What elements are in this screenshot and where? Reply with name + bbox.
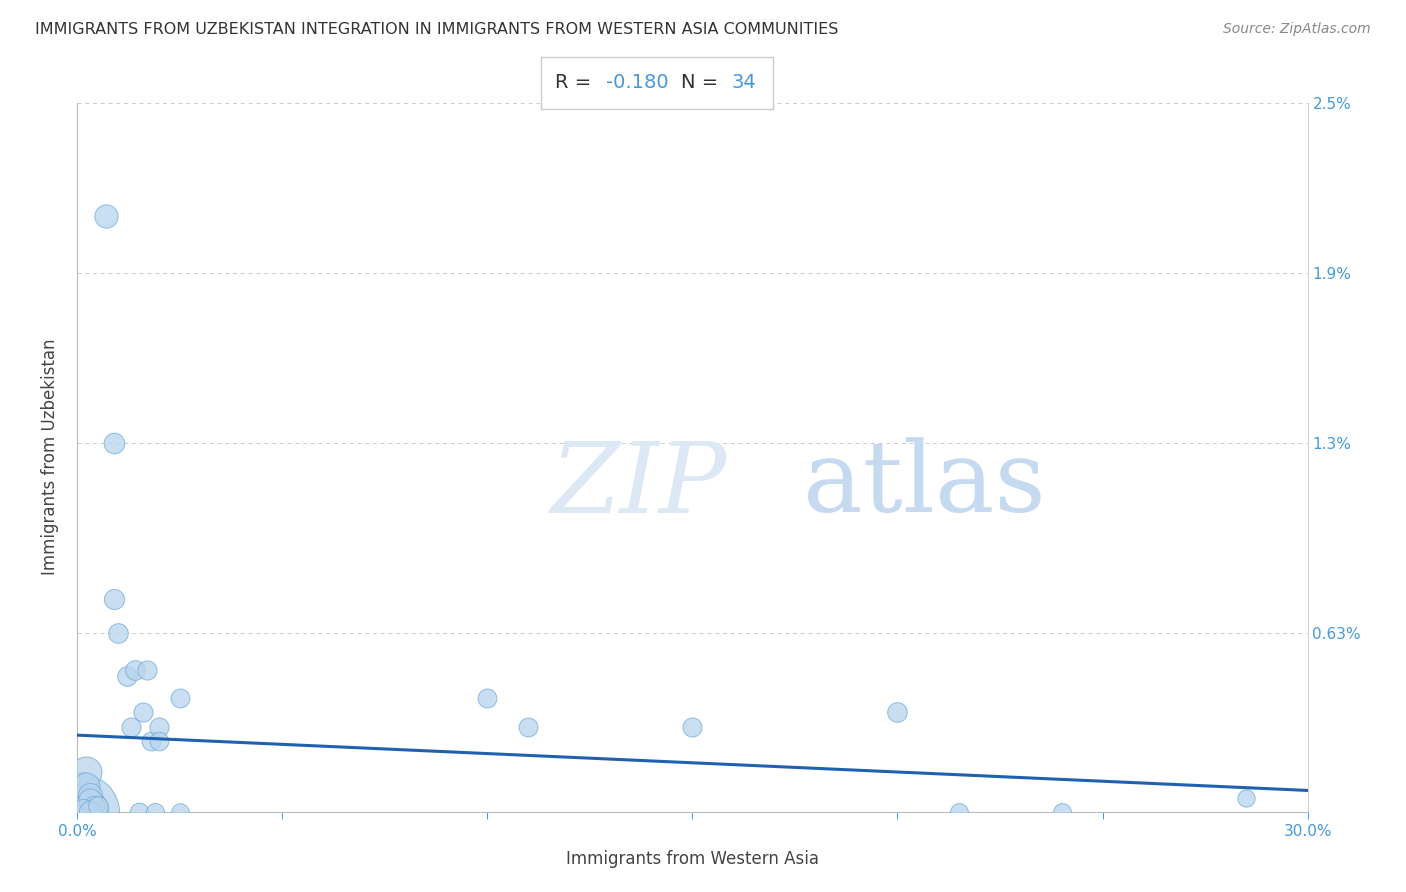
Point [94, 209, 117, 223]
Point [103, 436, 125, 450]
Point [477, 691, 499, 706]
Point [169, 805, 191, 819]
Point [79, 788, 101, 802]
Point [136, 663, 159, 677]
Point [83, 799, 105, 814]
Point [148, 720, 170, 734]
Point [1050, 805, 1073, 819]
Point [132, 706, 155, 720]
Point [169, 691, 191, 706]
Text: ZIP: ZIP [551, 438, 727, 533]
Point [115, 668, 138, 682]
Point [70, 782, 93, 797]
Point [517, 720, 540, 734]
Point [103, 592, 125, 607]
Point [148, 733, 170, 747]
Point [79, 793, 101, 807]
Point [79, 805, 101, 819]
Point [69, 805, 91, 819]
Point [128, 805, 150, 819]
Point [141, 733, 163, 747]
Point [143, 805, 166, 819]
Point [75, 779, 97, 793]
Point [87, 799, 110, 814]
Y-axis label: Immigrants from Uzbekistan: Immigrants from Uzbekistan [41, 339, 59, 575]
Text: R =: R = [555, 73, 598, 93]
Point [1234, 790, 1257, 805]
Text: N =: N = [681, 73, 724, 93]
Point [107, 626, 129, 640]
Text: atlas: atlas [803, 438, 1046, 533]
Text: IMMIGRANTS FROM UZBEKISTAN INTEGRATION IN IMMIGRANTS FROM WESTERN ASIA COMMUNITI: IMMIGRANTS FROM UZBEKISTAN INTEGRATION I… [35, 22, 838, 37]
X-axis label: Immigrants from Western Asia: Immigrants from Western Asia [567, 850, 818, 868]
Point [948, 805, 970, 819]
Point [682, 720, 704, 734]
Point [70, 805, 93, 819]
Point [72, 805, 94, 819]
Text: Source: ZipAtlas.com: Source: ZipAtlas.com [1223, 22, 1371, 37]
Point [120, 720, 142, 734]
Text: -0.180: -0.180 [606, 73, 669, 93]
Text: 34: 34 [731, 73, 756, 93]
Point [75, 764, 97, 779]
Point [124, 663, 146, 677]
Point [886, 706, 908, 720]
